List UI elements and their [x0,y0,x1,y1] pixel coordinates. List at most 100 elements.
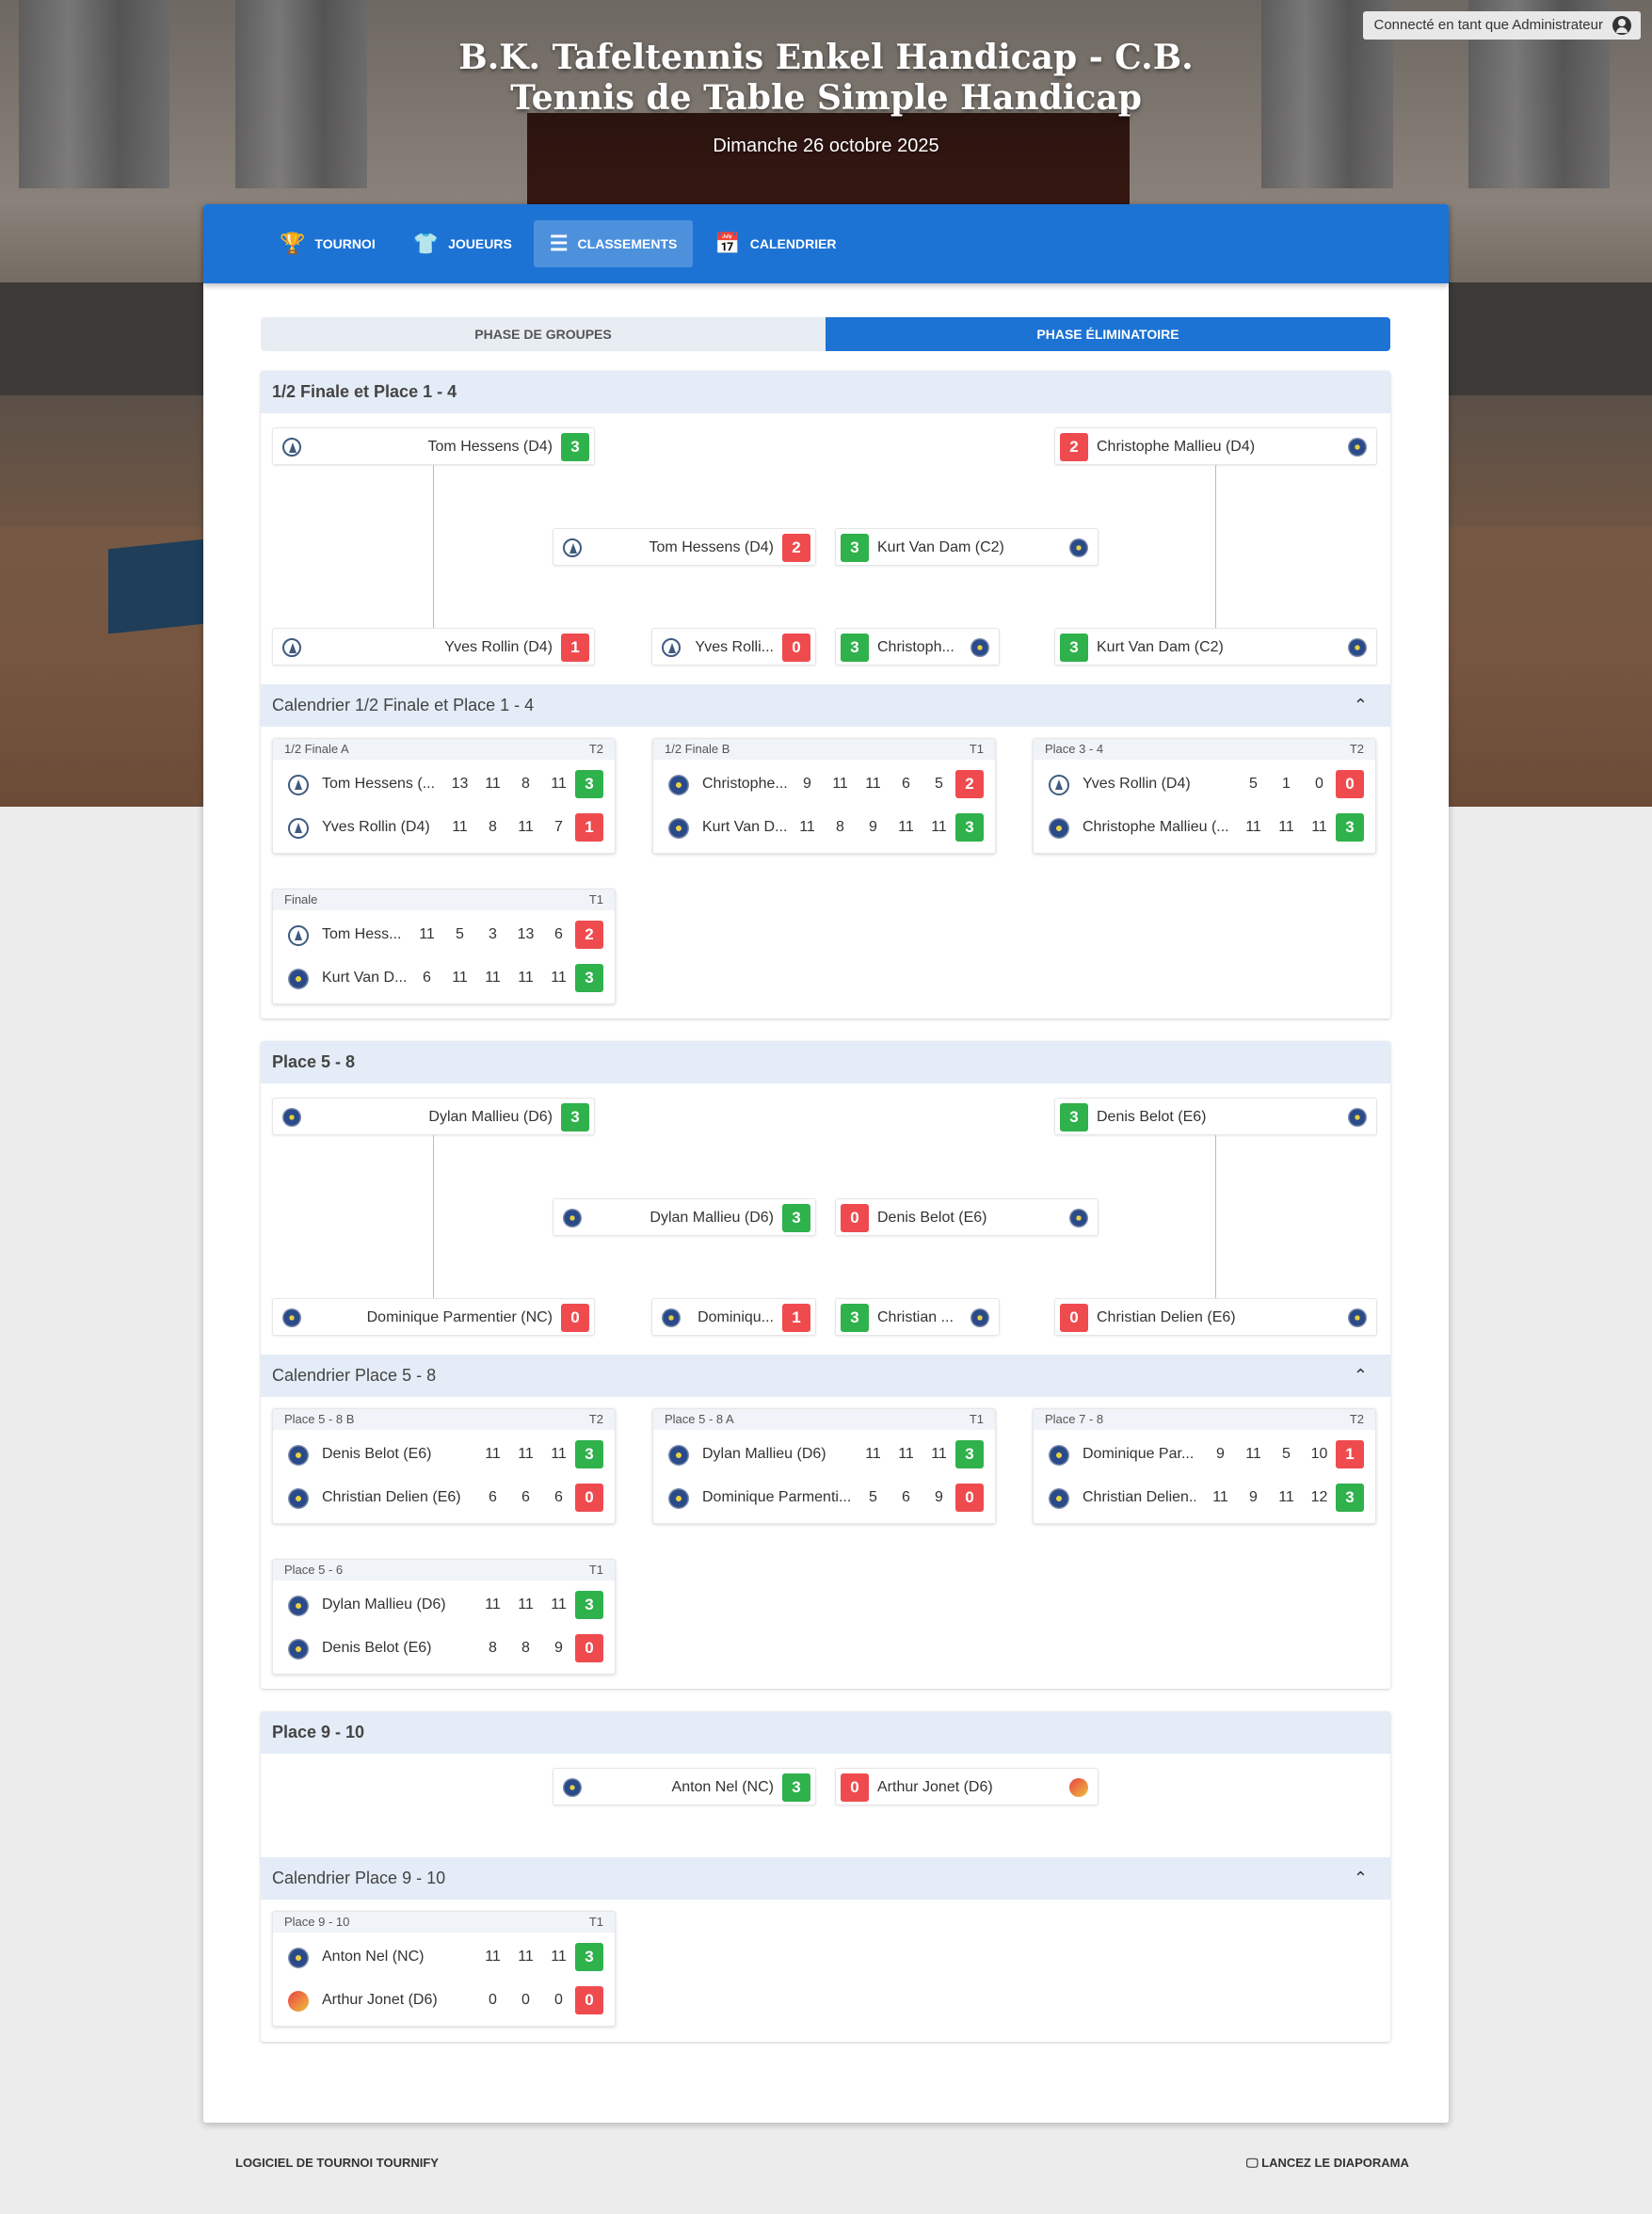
set-score: 5 [1282,1446,1291,1462]
set-score: 11 [832,776,848,792]
set-score: 6 [554,1489,563,1505]
bracket-player[interactable]: Denis Belot (E6) 3 [1054,1098,1377,1135]
match-label: 1/2 Finale B [665,742,730,756]
score-badge: 2 [1060,433,1088,461]
club-logo-icon [288,1445,309,1466]
main-nav: 🏆 TOURNOI 👕 JOUEURS ☰ CLASSEMENTS 📅 CALENDRI… [203,204,1449,283]
match-card[interactable]: Finale T1 Tom Hess... 11 5 3 13 6 2 Kurt Van D...… [272,889,616,1004]
table-label: T2 [588,1412,603,1426]
club-logo-icon [668,775,689,795]
match-card[interactable]: Place 5 - 8 A T1 Dylan Mallieu (D6) 11 11 11 3… [652,1408,996,1524]
match-card[interactable]: 1/2 Finale A T2 Tom Hessens (... 13 11 8 11 3 Yv… [272,738,616,854]
bracket-player[interactable]: Yves Rollin (D4) 1 [272,628,595,666]
match-card[interactable]: Place 5 - 8 B T2 Denis Belot (E6) 11 11 11 3 Ch… [272,1408,616,1524]
set-scores: 8 8 9 [476,1629,575,1667]
match-card[interactable]: Place 9 - 10 T1 Anton Nel (NC) 11 11 11 3 Arthu… [272,1911,616,2027]
bracket-player[interactable]: Dylan Mallieu (D6) 3 [553,1198,816,1236]
club-logo-icon [668,818,689,839]
set-score: 11 [898,1446,914,1462]
table-label: T1 [969,1412,984,1426]
score-badge: 0 [841,1773,869,1802]
score-badge: 0 [561,1304,589,1332]
bracket-player[interactable]: Tom Hessens (D4) 2 [553,528,816,566]
footer-software[interactable]: LOGICIEL DE TOURNOI TOURNIFY [235,2156,439,2170]
nav-tournoi[interactable]: 🏆 TOURNOI [280,232,376,255]
bracket-player[interactable]: Arthur Jonet (D6) 0 [835,1768,1099,1805]
login-status[interactable]: Connecté en tant que Administrateur [1362,11,1641,40]
section-title: Place 5 - 8 [261,1041,1390,1083]
set-score: 11 [799,819,815,835]
bracket-player[interactable]: Christophe Mallieu (D4) 2 [1054,427,1377,465]
set-score: 5 [1249,776,1258,792]
set-scores: 11 11 11 [476,1586,575,1624]
club-logo-icon [668,1488,689,1509]
bracket-player[interactable]: Anton Nel (NC) 3 [553,1768,816,1805]
bracket-player[interactable]: Christoph... 3 [835,628,1000,666]
match-card[interactable]: 1/2 Finale B T1 Christophe... 9 11 11 6 5 2 Kurt … [652,738,996,854]
match-header: Place 5 - 8 B T2 [273,1409,615,1430]
bracket-player[interactable]: Kurt Van Dam (C2) 3 [1054,628,1377,666]
club-logo-icon [282,638,301,657]
bracket-player[interactable]: Tom Hessens (D4) 3 [272,427,595,465]
bracket-line [433,465,434,628]
club-logo-icon [288,925,309,946]
nav-calendrier[interactable]: 📅 CALENDRIER [714,232,837,255]
score-badge: 0 [841,1204,869,1232]
set-scores: 11 5 3 13 6 [410,916,575,954]
match-player-row: Dylan Mallieu (D6) 11 11 11 3 [653,1436,997,1473]
bracket-player[interactable]: Dominique Parmentier (NC) 0 [272,1298,595,1336]
bracket-player[interactable]: Christian ... 3 [835,1298,1000,1336]
player-name: Dominique Parmentier (NC) [366,1309,553,1325]
table-label: T2 [1349,742,1364,756]
set-score: 11 [551,776,567,792]
bracket-player[interactable]: Dominiqu... 1 [651,1298,816,1336]
tab-knockout-phase[interactable]: PHASE ÉLIMINATOIRE [826,317,1390,351]
set-score: 9 [554,1640,563,1656]
match-player-row: Dominique Parmenti... 5 6 9 0 [653,1479,997,1516]
footer-slideshow[interactable]: 🖵 LANCEZ LE DIAPORAMA [1246,2156,1409,2170]
bracket-player[interactable]: Kurt Van Dam (C2) 3 [835,528,1099,566]
player-name: Denis Belot (E6) [1097,1109,1207,1125]
bracket-player[interactable]: Denis Belot (E6) 0 [835,1198,1099,1236]
bracket-player[interactable]: Christian Delien (E6) 0 [1054,1298,1377,1336]
club-logo-icon [1069,1209,1088,1227]
calendar-title[interactable]: Calendrier Place 9 - 10 ⌃ [261,1857,1390,1900]
player-name: Tom Hess... [322,926,402,942]
set-score: 11 [452,970,468,986]
set-score: 11 [865,1446,881,1462]
tab-group-phase[interactable]: PHASE DE GROUPES [474,327,612,342]
bracket-player[interactable]: Dylan Mallieu (D6) 3 [272,1098,595,1135]
section-title: 1/2 Finale et Place 1 - 4 [261,371,1390,413]
score-badge: 0 [955,1484,984,1512]
bracket-player[interactable]: Yves Rolli... 0 [651,628,816,666]
player-name: Tom Hessens (D4) [427,439,553,455]
club-logo-icon [1348,1308,1367,1327]
set-score: 10 [1310,1446,1328,1462]
phase-tabs: PHASE DE GROUPES PHASE ÉLIMINATOIRE [261,317,1390,351]
match-player-row: Kurt Van D... 6 11 11 11 11 3 [273,959,617,997]
page-header: B.K. Tafeltennis Enkel Handicap - C.B. T… [0,38,1652,157]
score-badge: 0 [1060,1304,1088,1332]
trophy-icon: 🏆 [280,232,306,255]
match-label: Place 5 - 8 A [665,1412,734,1426]
chevron-up-icon: ⌃ [1353,696,1368,714]
nav-classements[interactable]: ☰ CLASSEMENTS [533,220,694,267]
player-name: Dominique Parmenti... [702,1489,852,1505]
score-badge: 3 [1060,634,1088,662]
table-label: T2 [1349,1412,1364,1426]
club-logo-icon [1069,1778,1088,1797]
section-place-9-10: Place 9 - 10 Anton Nel (NC) 3 Arthur Jonet … [261,1711,1390,2042]
page-date: Dimanche 26 octobre 2025 [713,136,939,156]
match-card[interactable]: Place 3 - 4 T2 Yves Rollin (D4) 5 1 0 0 Christo… [1033,738,1376,854]
nav-joueurs[interactable]: 👕 JOUEURS [412,232,512,255]
match-label: Place 5 - 6 [284,1563,344,1577]
player-name: Dylan Mallieu (D6) [322,1596,446,1612]
match-card[interactable]: Place 7 - 8 T2 Dominique Par... 9 11 5 10 1 Chri… [1033,1408,1376,1524]
club-logo-icon [288,969,309,989]
match-player-row: Kurt Van D... 11 8 9 11 11 3 [653,809,997,846]
match-header: 1/2 Finale B T1 [653,739,995,760]
calendar-title[interactable]: Calendrier 1/2 Finale et Place 1 - 4 ⌃ [261,684,1390,727]
set-scores: 6 11 11 11 11 [410,959,575,997]
match-card[interactable]: Place 5 - 6 T1 Dylan Mallieu (D6) 11 11 11 3 De… [272,1559,616,1675]
calendar-title[interactable]: Calendrier Place 5 - 8 ⌃ [261,1355,1390,1397]
